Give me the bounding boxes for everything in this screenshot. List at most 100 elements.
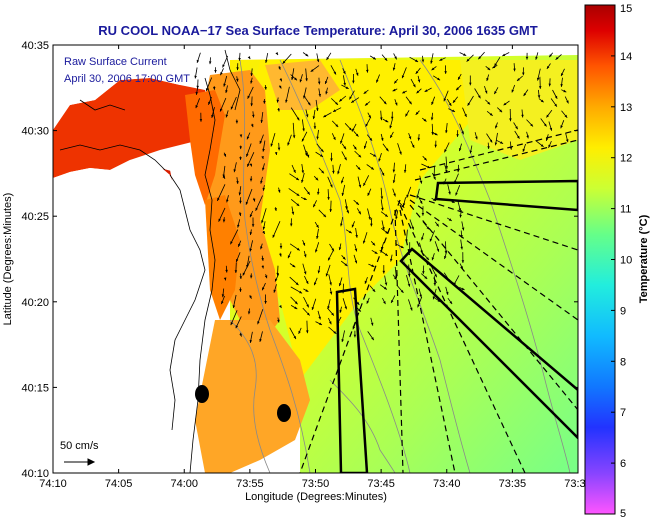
current-vector-head: [451, 200, 455, 203]
current-vector-head: [230, 322, 234, 326]
current-vector-head: [424, 157, 427, 161]
current-vector-head: [270, 143, 273, 147]
current-vector-head: [314, 282, 317, 286]
x-tick-label: 74:00: [170, 478, 198, 490]
current-vector-head: [333, 109, 336, 112]
current-vector-head: [339, 309, 342, 313]
current-vector-head: [555, 56, 559, 60]
contours: [229, 59, 571, 473]
current-vector-head: [392, 67, 396, 71]
current-vector-head: [554, 103, 557, 107]
current-vector-head: [384, 57, 388, 61]
current-vector-head: [494, 142, 498, 146]
current-vector-head: [432, 296, 436, 300]
current-vector-head: [233, 169, 236, 173]
current-vector-head: [312, 116, 316, 120]
current-vector-head: [430, 117, 434, 121]
current-vector-head: [352, 128, 355, 132]
coastline-path: [79, 99, 126, 111]
current-vector-head: [264, 86, 267, 90]
current-vector-head: [250, 73, 253, 76]
current-vector-head: [419, 180, 423, 184]
current-vector-head: [262, 167, 265, 171]
current-vector-head: [296, 203, 300, 206]
current-vector-head: [416, 195, 419, 199]
current-vector-head: [332, 170, 335, 174]
current-vector-head: [509, 118, 512, 122]
current-vector-head: [214, 70, 217, 73]
current-vector-head: [370, 223, 373, 227]
current-vector-head: [238, 243, 241, 247]
current-vector-head: [461, 131, 464, 135]
colorbar-tick-label: 10: [620, 255, 632, 267]
current-vector-head: [407, 283, 411, 287]
current-vector-head: [221, 301, 224, 305]
current-vector-head: [260, 246, 263, 250]
coastline-path: [224, 49, 241, 111]
current-vector-head: [247, 311, 251, 315]
current-vector-head: [249, 214, 253, 218]
map-panel: Raw Surface Current April 30, 2006 17:00…: [53, 45, 578, 473]
current-vector-head: [394, 275, 398, 279]
current-vector-head: [313, 204, 316, 208]
transect-box-southeast: [399, 247, 578, 440]
current-vector-head: [212, 87, 216, 90]
current-vector-head: [415, 111, 419, 115]
current-vector-head: [330, 184, 333, 188]
current-vector-head: [380, 117, 383, 121]
current-vector-head: [495, 125, 498, 129]
current-vector-head: [333, 137, 336, 140]
current-vector-head: [225, 269, 228, 273]
current-vector-head: [378, 158, 381, 162]
bathy-contour: [239, 59, 311, 473]
station-marker: [277, 404, 291, 422]
current-vector-head: [343, 71, 346, 74]
current-vector-head: [564, 114, 568, 118]
current-vector-head: [272, 234, 275, 238]
current-vector-head: [448, 218, 452, 221]
current-vector-head: [417, 137, 421, 141]
x-tick-label: 73:50: [302, 478, 330, 490]
current-vector-head: [457, 169, 460, 173]
current-vector-head: [327, 197, 330, 200]
current-vector-head: [294, 306, 298, 309]
current-vector-head: [445, 166, 448, 169]
current-vector-head: [235, 120, 239, 124]
current-vector-head: [238, 57, 241, 61]
current-vector-head: [416, 90, 420, 94]
current-vector-head: [285, 99, 288, 103]
current-vector-head: [333, 71, 336, 75]
current-vector-head: [383, 301, 386, 305]
bathy-contour: [339, 59, 471, 473]
current-vector-head: [301, 138, 305, 142]
current-vector-head: [260, 180, 263, 184]
current-vector-head: [494, 91, 497, 95]
current-vector-head: [225, 90, 228, 93]
current-vector-head: [274, 208, 277, 211]
current-vector-head: [238, 213, 242, 216]
current-vector-head: [436, 223, 439, 227]
current-vector-head: [356, 302, 360, 305]
colorbar-tick-label: 15: [620, 3, 632, 15]
current-vector-head: [417, 304, 420, 308]
current-vector-head: [279, 245, 283, 249]
current-vector-head: [278, 66, 281, 70]
current-vector-head: [277, 147, 281, 151]
current-vector-head: [262, 226, 266, 230]
current-vector-head: [348, 127, 352, 131]
current-vector-head: [337, 171, 340, 175]
current-vector-head: [317, 270, 321, 274]
current-vector-head: [306, 304, 309, 308]
current-vector-head: [199, 119, 203, 122]
current-vector: [255, 195, 263, 211]
current-vector-head: [400, 290, 404, 293]
current-vector-head: [250, 80, 253, 84]
current-vector-head: [305, 114, 309, 118]
current-vector-head: [366, 300, 370, 304]
current-vector-head: [250, 124, 254, 128]
current-vector-head: [349, 96, 352, 100]
current-vector-head: [443, 98, 447, 102]
current-vector-head: [311, 307, 315, 310]
coastline-path: [169, 174, 206, 431]
current-vector-head: [239, 134, 243, 138]
